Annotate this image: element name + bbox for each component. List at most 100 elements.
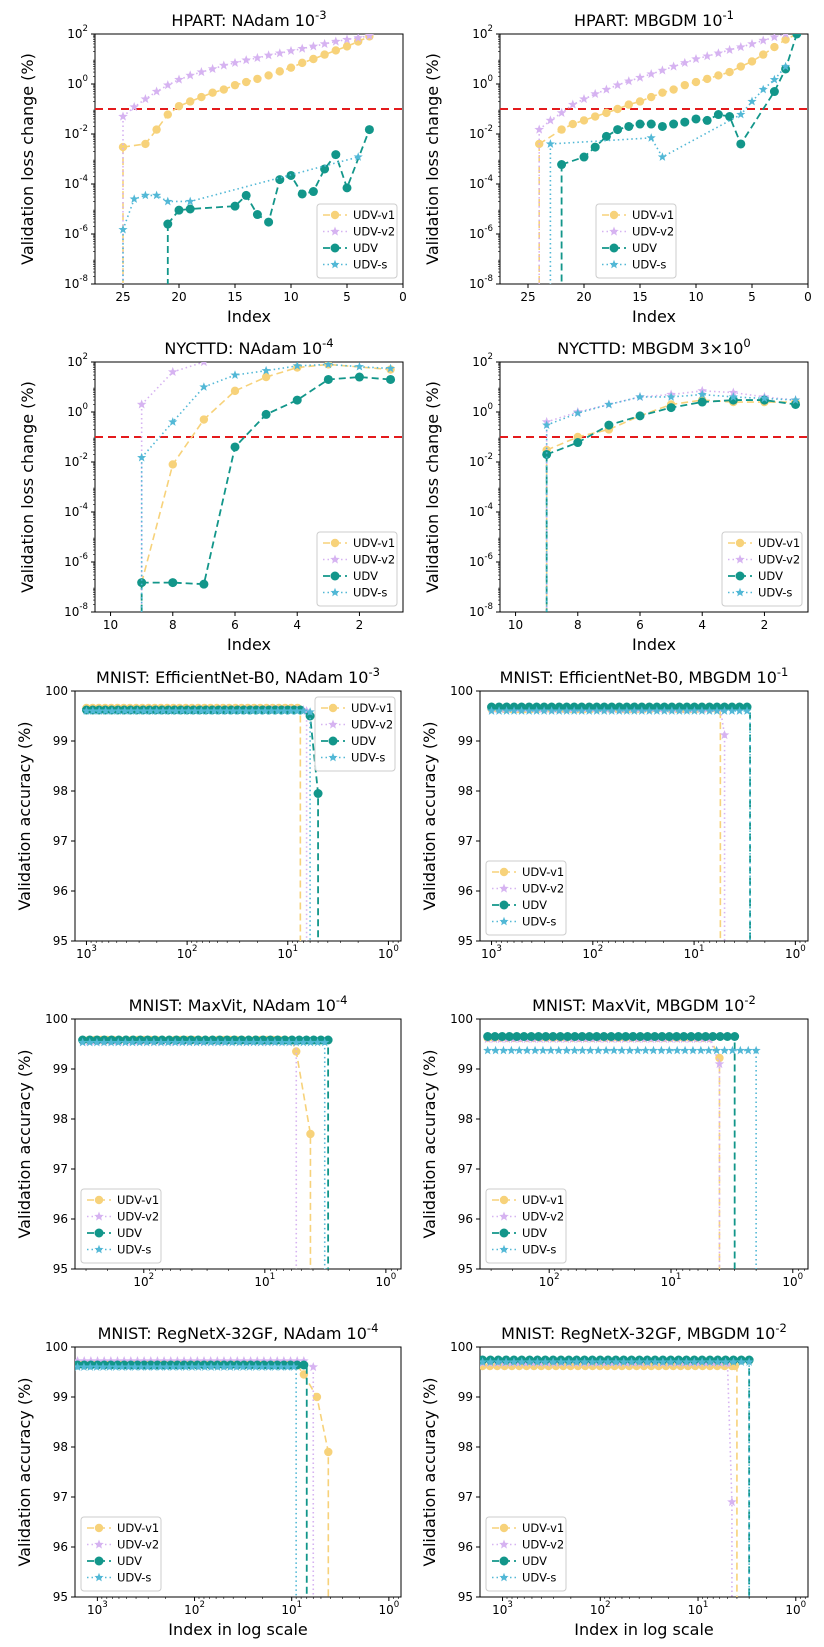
data-point	[681, 1357, 691, 1366]
data-point	[94, 706, 104, 715]
data-point	[177, 1037, 187, 1047]
subplot-title: NYCTTD: MBGDM 3×100	[557, 336, 750, 358]
legend-label: UDV-v2	[353, 553, 395, 567]
data-point	[562, 1045, 572, 1055]
data-point	[261, 372, 271, 382]
data-point	[728, 1357, 739, 1366]
data-point	[491, 1045, 501, 1055]
x-axis-label: Index	[227, 635, 271, 654]
data-point	[727, 1496, 737, 1507]
data-point	[199, 382, 209, 391]
data-point	[230, 57, 240, 67]
data-point	[712, 1045, 722, 1055]
data-point	[305, 707, 315, 716]
y-tick-label: 98	[458, 784, 473, 798]
data-point	[570, 1032, 580, 1041]
data-point	[145, 706, 155, 715]
data-point	[542, 420, 552, 429]
data-point	[308, 1361, 319, 1372]
data-point	[619, 1357, 629, 1366]
subplot-title: MNIST: MaxVit, NAdam 10-4	[129, 993, 348, 1015]
data-point	[592, 1032, 602, 1041]
y-tick-label: 10-2	[469, 452, 493, 469]
y-tick-label: 10-4	[469, 174, 493, 191]
data-point	[242, 77, 251, 87]
data-point	[555, 1032, 565, 1041]
y-tick-label: 95	[53, 934, 68, 948]
data-point	[163, 80, 173, 90]
y-tick-label: 10-8	[469, 602, 493, 619]
data-point	[118, 142, 128, 152]
data-point	[657, 1032, 667, 1041]
data-point	[781, 61, 791, 71]
data-point	[577, 706, 587, 715]
subplot-title: MNIST: EfficientNet-B0, NAdam 10-3	[96, 665, 380, 687]
data-point	[273, 706, 283, 715]
x-tick-label: 101	[277, 944, 298, 961]
data-point	[664, 1032, 674, 1041]
data-point	[264, 71, 273, 80]
data-point	[291, 1037, 301, 1047]
subplot-6: 95 96 97 98 99 100 103 102 101 100 MNIST: Efficien…	[420, 665, 809, 961]
x-tick-label: 102	[133, 1272, 154, 1289]
data-point	[266, 706, 277, 715]
data-point	[595, 1357, 605, 1366]
data-point	[525, 1357, 535, 1366]
y-tick-label: 100	[450, 1340, 473, 1354]
y-tick-label: 100	[67, 74, 88, 91]
data-point	[81, 706, 92, 715]
data-point	[612, 80, 623, 90]
data-point	[319, 38, 330, 49]
x-tick-label: 103	[492, 1600, 513, 1617]
y-tick-label: 102	[67, 352, 88, 369]
data-point	[603, 1357, 613, 1366]
data-point	[353, 34, 363, 42]
data-point	[604, 399, 614, 409]
x-tick-label: 100	[785, 944, 806, 961]
legend-marker	[499, 883, 509, 893]
y-tick-label: 95	[53, 1590, 68, 1604]
subplot-title: MNIST: EfficientNet-B0, MBGDM 10-1	[500, 665, 789, 687]
x-tick-label: 25	[115, 290, 130, 304]
data-point	[298, 58, 307, 68]
data-point	[530, 1045, 540, 1055]
x-tick-label: 5	[343, 290, 351, 304]
x-tick-label: 100	[785, 1600, 806, 1617]
data-point	[743, 1045, 753, 1055]
series-UDV	[557, 34, 802, 284]
data-point	[770, 42, 779, 52]
data-point	[126, 706, 136, 715]
data-point	[562, 706, 572, 715]
legend-label: UDV-s	[522, 1571, 556, 1585]
data-point	[650, 1032, 660, 1041]
data-point	[635, 411, 645, 421]
y-tick-label: 96	[53, 1540, 68, 1554]
data-point	[517, 1357, 527, 1366]
data-point	[298, 706, 308, 715]
data-point	[222, 706, 232, 715]
data-point	[270, 1037, 280, 1047]
data-point	[522, 1045, 532, 1055]
data-point	[174, 1362, 184, 1371]
data-point	[323, 374, 333, 384]
data-point	[712, 706, 722, 715]
data-point	[577, 1045, 587, 1055]
y-axis-label: Validation accuracy (%)	[15, 1049, 34, 1238]
data-point	[85, 1362, 95, 1371]
data-point	[542, 449, 552, 459]
data-point	[230, 442, 240, 452]
data-point	[624, 121, 634, 131]
data-point	[270, 1362, 280, 1371]
legend-label: UDV-s	[758, 586, 792, 600]
legend-marker	[499, 1523, 509, 1533]
y-tick-label: 10-8	[469, 274, 493, 291]
data-point	[656, 1045, 666, 1055]
data-point	[702, 115, 712, 125]
y-tick-label: 10-4	[469, 502, 493, 519]
data-point	[680, 1045, 690, 1055]
legend-marker	[94, 1572, 104, 1582]
data-point	[286, 45, 296, 56]
data-point	[228, 706, 238, 715]
data-point	[691, 114, 701, 124]
subplot-9: 95 96 97 98 99 100 103 102 101 100 MNIST: RegNetX-…	[15, 1321, 402, 1639]
